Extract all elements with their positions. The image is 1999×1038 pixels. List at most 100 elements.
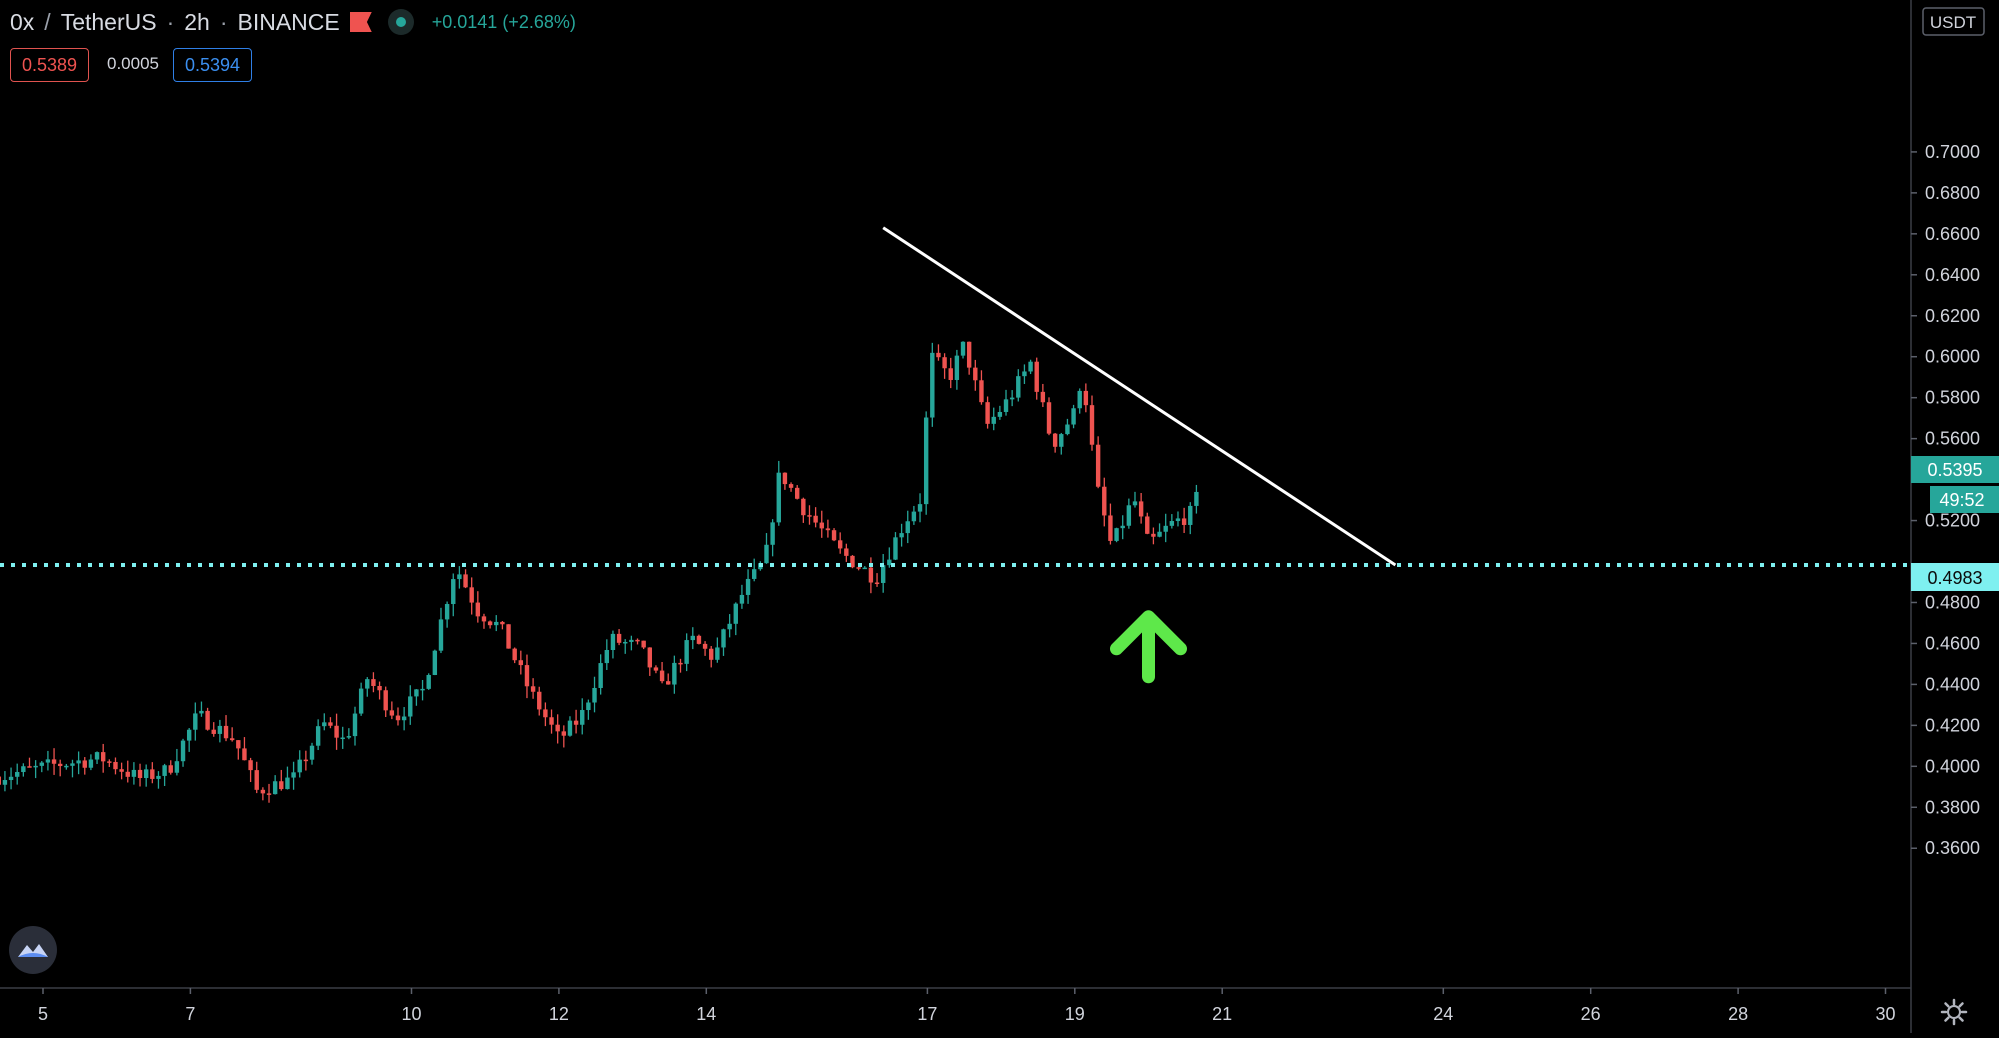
candle-body xyxy=(297,759,302,773)
candle-body xyxy=(880,565,886,583)
candle-body xyxy=(223,725,229,739)
candle-body xyxy=(573,720,579,725)
y-tick-label: 0.5800 xyxy=(1925,388,1980,408)
candle-body xyxy=(567,720,573,736)
exchange-label: BINANCE xyxy=(237,8,340,35)
candle-body xyxy=(248,760,253,771)
last-price-value: 0.5395 xyxy=(1927,460,1982,480)
candle-body xyxy=(616,633,622,643)
candle-body xyxy=(518,660,524,666)
candle-body xyxy=(911,511,917,522)
candle-body xyxy=(119,769,124,772)
candle-body xyxy=(659,670,665,682)
currency-label[interactable]: USDT xyxy=(1922,7,1985,36)
candle-body xyxy=(1016,376,1021,398)
y-axis[interactable]: 0.7000 0.6800 0.6600 0.6400 0.6200 0.6000 0.58… xyxy=(1911,142,1980,858)
x-tick-label: 19 xyxy=(1065,1004,1085,1024)
candle-body xyxy=(82,760,87,768)
candle-body xyxy=(1065,424,1070,435)
candle-body xyxy=(186,729,192,741)
candle-body xyxy=(635,639,640,642)
candle-body xyxy=(475,602,481,617)
candle-body xyxy=(512,648,517,661)
countdown-value: 49:52 xyxy=(1939,490,1984,510)
candle-body xyxy=(346,736,352,738)
candle-body xyxy=(401,716,407,721)
candle-body xyxy=(530,686,536,692)
y-tick-label: 0.6800 xyxy=(1925,183,1980,203)
candle-body xyxy=(1145,516,1150,534)
candle-body xyxy=(801,498,806,516)
candle-body xyxy=(469,587,474,603)
candle-body xyxy=(966,341,972,368)
candle-body xyxy=(1175,518,1181,522)
candle-body xyxy=(653,667,659,671)
gear-icon[interactable] xyxy=(1940,998,1968,1026)
candle-body xyxy=(1138,501,1144,517)
candle-body xyxy=(629,639,634,642)
candle-body xyxy=(113,761,118,770)
candle-body xyxy=(936,352,941,358)
candle-body xyxy=(1077,390,1082,409)
candle-body xyxy=(794,487,800,499)
candle-body xyxy=(954,355,960,380)
candle-body xyxy=(1052,433,1058,447)
y-tick-label: 0.4200 xyxy=(1925,715,1980,735)
bid-price-button[interactable]: 0.5389 xyxy=(10,48,90,82)
candle-body xyxy=(242,748,247,761)
candle-body xyxy=(973,367,978,381)
spread-value: 0.0005 xyxy=(107,54,159,73)
price-change: +0.0141 (+2.68%) xyxy=(431,11,576,32)
candle-body xyxy=(868,567,874,583)
y-tick-label: 0.6000 xyxy=(1925,347,1980,367)
x-tick-label: 7 xyxy=(185,1004,195,1024)
candle-body xyxy=(745,578,751,595)
candle-body xyxy=(942,357,947,369)
level-price-label: 0.4983 xyxy=(1911,563,1999,591)
interval-label[interactable]: 2h xyxy=(184,8,210,35)
candle-body xyxy=(1114,528,1119,541)
candle-body xyxy=(610,633,616,651)
tradingview-logo-icon[interactable] xyxy=(9,926,57,974)
symbol-legend[interactable]: 0x / TetherUS · 2h · BINANCE +0.0141 (+2… xyxy=(10,6,576,38)
candle-body xyxy=(45,759,51,763)
candle-body xyxy=(395,715,401,721)
candle-body xyxy=(322,722,327,727)
candle-body xyxy=(555,724,560,732)
flag-icon[interactable] xyxy=(350,12,372,32)
symbol-separator: / xyxy=(44,8,51,35)
candle-body xyxy=(291,772,296,778)
candle-body xyxy=(2,780,8,785)
candle-body xyxy=(432,650,438,675)
ask-price-button[interactable]: 0.5394 xyxy=(173,48,253,82)
candle-body xyxy=(887,559,892,566)
candle-body xyxy=(960,341,966,356)
candle-body xyxy=(543,709,548,718)
candle-body xyxy=(1040,391,1046,403)
x-tick-label: 30 xyxy=(1875,1004,1895,1024)
candle-body xyxy=(948,368,953,380)
y-tick-label: 0.4000 xyxy=(1925,756,1980,776)
candle-body xyxy=(1089,405,1095,445)
candle-body xyxy=(1083,390,1089,406)
candle-body xyxy=(580,710,585,725)
candle-body xyxy=(979,380,984,403)
candle-body xyxy=(1157,531,1162,537)
candle-body xyxy=(174,761,180,773)
candle-body xyxy=(561,731,567,736)
candle-body xyxy=(211,729,216,734)
candle-body xyxy=(764,544,769,564)
candle-body xyxy=(899,533,904,538)
candle-body xyxy=(598,663,603,688)
x-tick-label: 10 xyxy=(401,1004,421,1024)
candle-body xyxy=(1059,434,1064,447)
descending-trendline[interactable] xyxy=(882,226,1397,567)
candle-body xyxy=(487,621,493,626)
candle-body xyxy=(819,522,824,529)
x-axis[interactable]: 5 7 10 12 14 17 19 21 24 26 28 30 xyxy=(38,988,1896,1024)
candle-body xyxy=(709,648,714,660)
candle-body xyxy=(21,766,26,773)
candle-body xyxy=(260,789,266,794)
